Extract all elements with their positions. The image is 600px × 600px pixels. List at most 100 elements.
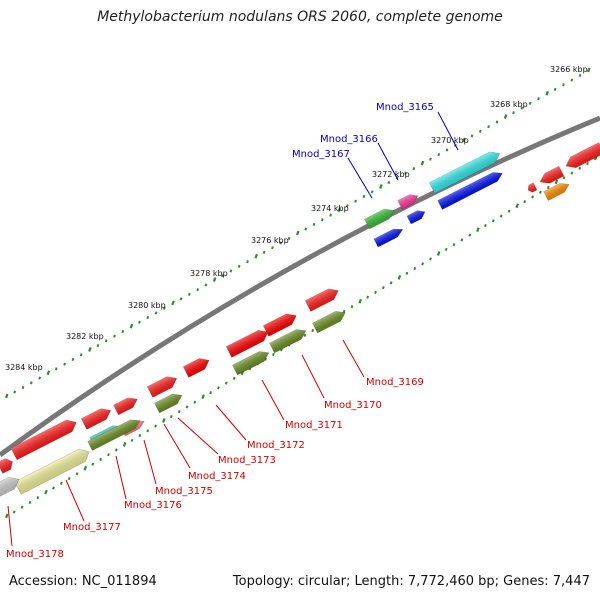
gene-forward-blue <box>373 228 404 248</box>
scale-tick <box>578 166 582 170</box>
leader-line <box>347 157 373 199</box>
scale-tick <box>67 477 71 481</box>
scale-tick <box>586 67 591 73</box>
scale-tick <box>44 489 48 495</box>
scale-tick <box>171 300 175 306</box>
scale-tick <box>545 90 549 96</box>
scale-tick <box>262 250 266 254</box>
gene-mnod-3173 <box>232 351 270 376</box>
scale-tick <box>36 496 40 500</box>
scale-tick <box>279 241 283 245</box>
scale-tick <box>354 199 357 203</box>
gene-mnod-3166 <box>397 194 419 210</box>
scale-tick <box>499 214 503 218</box>
scale-tick <box>366 295 370 299</box>
gene-mnod-3169 <box>312 310 346 334</box>
scale-label: 3274 kbp <box>311 204 349 213</box>
leader-line <box>301 354 325 399</box>
gene-mnod-3167 <box>364 208 395 230</box>
scale-tick <box>179 297 183 301</box>
scale-tick <box>515 203 519 209</box>
scale-tick <box>185 405 189 409</box>
scale-tick <box>303 333 307 337</box>
gene-red <box>146 376 178 398</box>
scale-tick <box>412 166 416 171</box>
scale-tick <box>528 101 532 105</box>
scale-tick <box>114 448 118 452</box>
scale-label: 3270 kbp <box>431 136 469 145</box>
scale-tick <box>193 400 197 404</box>
scale-ticks-outer <box>4 67 591 399</box>
scale-tick <box>4 513 9 519</box>
scale-tick <box>320 218 324 222</box>
scale-tick <box>429 257 432 261</box>
scale-tick <box>52 486 55 490</box>
gene-label-mnod-3169: Mnod_3169 <box>366 377 424 388</box>
scale-tick <box>104 339 108 343</box>
scale-tick <box>13 390 17 394</box>
scale-tick <box>75 472 79 476</box>
scale-tick <box>224 381 228 385</box>
gene-label-mnod-3170: Mnod_3170 <box>324 400 382 411</box>
scale-tick <box>204 283 208 287</box>
scale-tick <box>264 357 267 361</box>
scale-label: 3284 kbp <box>5 363 43 372</box>
scale-tick <box>436 251 441 256</box>
scale-label: 3280 kbp <box>128 301 166 310</box>
scale-tick <box>358 298 362 304</box>
scale-tick <box>350 305 354 309</box>
gene-red <box>80 408 112 430</box>
scale-tick <box>217 386 220 390</box>
gene-label-mnod-3173: Mnod_3173 <box>218 455 276 466</box>
leader-line <box>377 142 399 181</box>
scale-label: 3266 kbp <box>550 65 588 74</box>
scale-tick <box>130 438 134 442</box>
gene-label-mnod-3174: Mnod_3174 <box>188 471 246 482</box>
scale-tick <box>562 83 565 87</box>
gene-features <box>0 142 600 499</box>
scale-label: 3278 kbp <box>190 269 228 278</box>
scale-tick <box>129 323 134 329</box>
gene-mnod-3172 <box>225 329 269 358</box>
genome-backbone <box>0 115 600 458</box>
scale-tick <box>146 429 150 433</box>
leader-line <box>143 439 157 485</box>
scale-tick <box>503 114 508 119</box>
scale-tick <box>429 157 432 161</box>
scale-tick <box>523 200 527 204</box>
scale-tick <box>478 129 482 133</box>
scale-tick <box>271 246 274 250</box>
scale-ticks-inner <box>4 155 598 519</box>
scale-tick <box>437 153 441 157</box>
scale-tick <box>295 230 300 236</box>
scale-tick <box>539 190 542 194</box>
scale-tick <box>71 357 75 362</box>
gene-olive <box>154 393 183 414</box>
scale-tick <box>554 179 559 185</box>
leader-line <box>437 111 459 151</box>
scale-tick <box>54 367 58 371</box>
scale-tick <box>162 418 166 423</box>
scale-tick <box>122 442 127 447</box>
scale-tick <box>329 213 333 217</box>
scale-tick <box>337 207 342 213</box>
gene-red <box>0 458 13 474</box>
scale-tick <box>444 247 448 251</box>
gene-right-red <box>527 182 538 193</box>
scale-tick <box>507 209 511 213</box>
gene-mnod-3174 <box>182 358 210 378</box>
scale-tick <box>570 78 574 82</box>
gene-label-mnod-3167: Mnod_3167 <box>292 149 350 160</box>
leader-line <box>177 417 219 455</box>
scale-tick <box>379 184 383 189</box>
accession-label: Accession: NC_011894 <box>9 574 157 589</box>
scale-label: 3272 kbp <box>372 170 410 179</box>
scale-tick <box>88 347 92 352</box>
scale-tick <box>113 334 116 338</box>
scale-tick <box>362 194 366 199</box>
scale-tick <box>389 281 393 285</box>
scale-tick <box>99 457 102 462</box>
gene-right-red <box>539 165 565 184</box>
scale-tick <box>177 410 181 414</box>
gene-red <box>113 397 138 416</box>
